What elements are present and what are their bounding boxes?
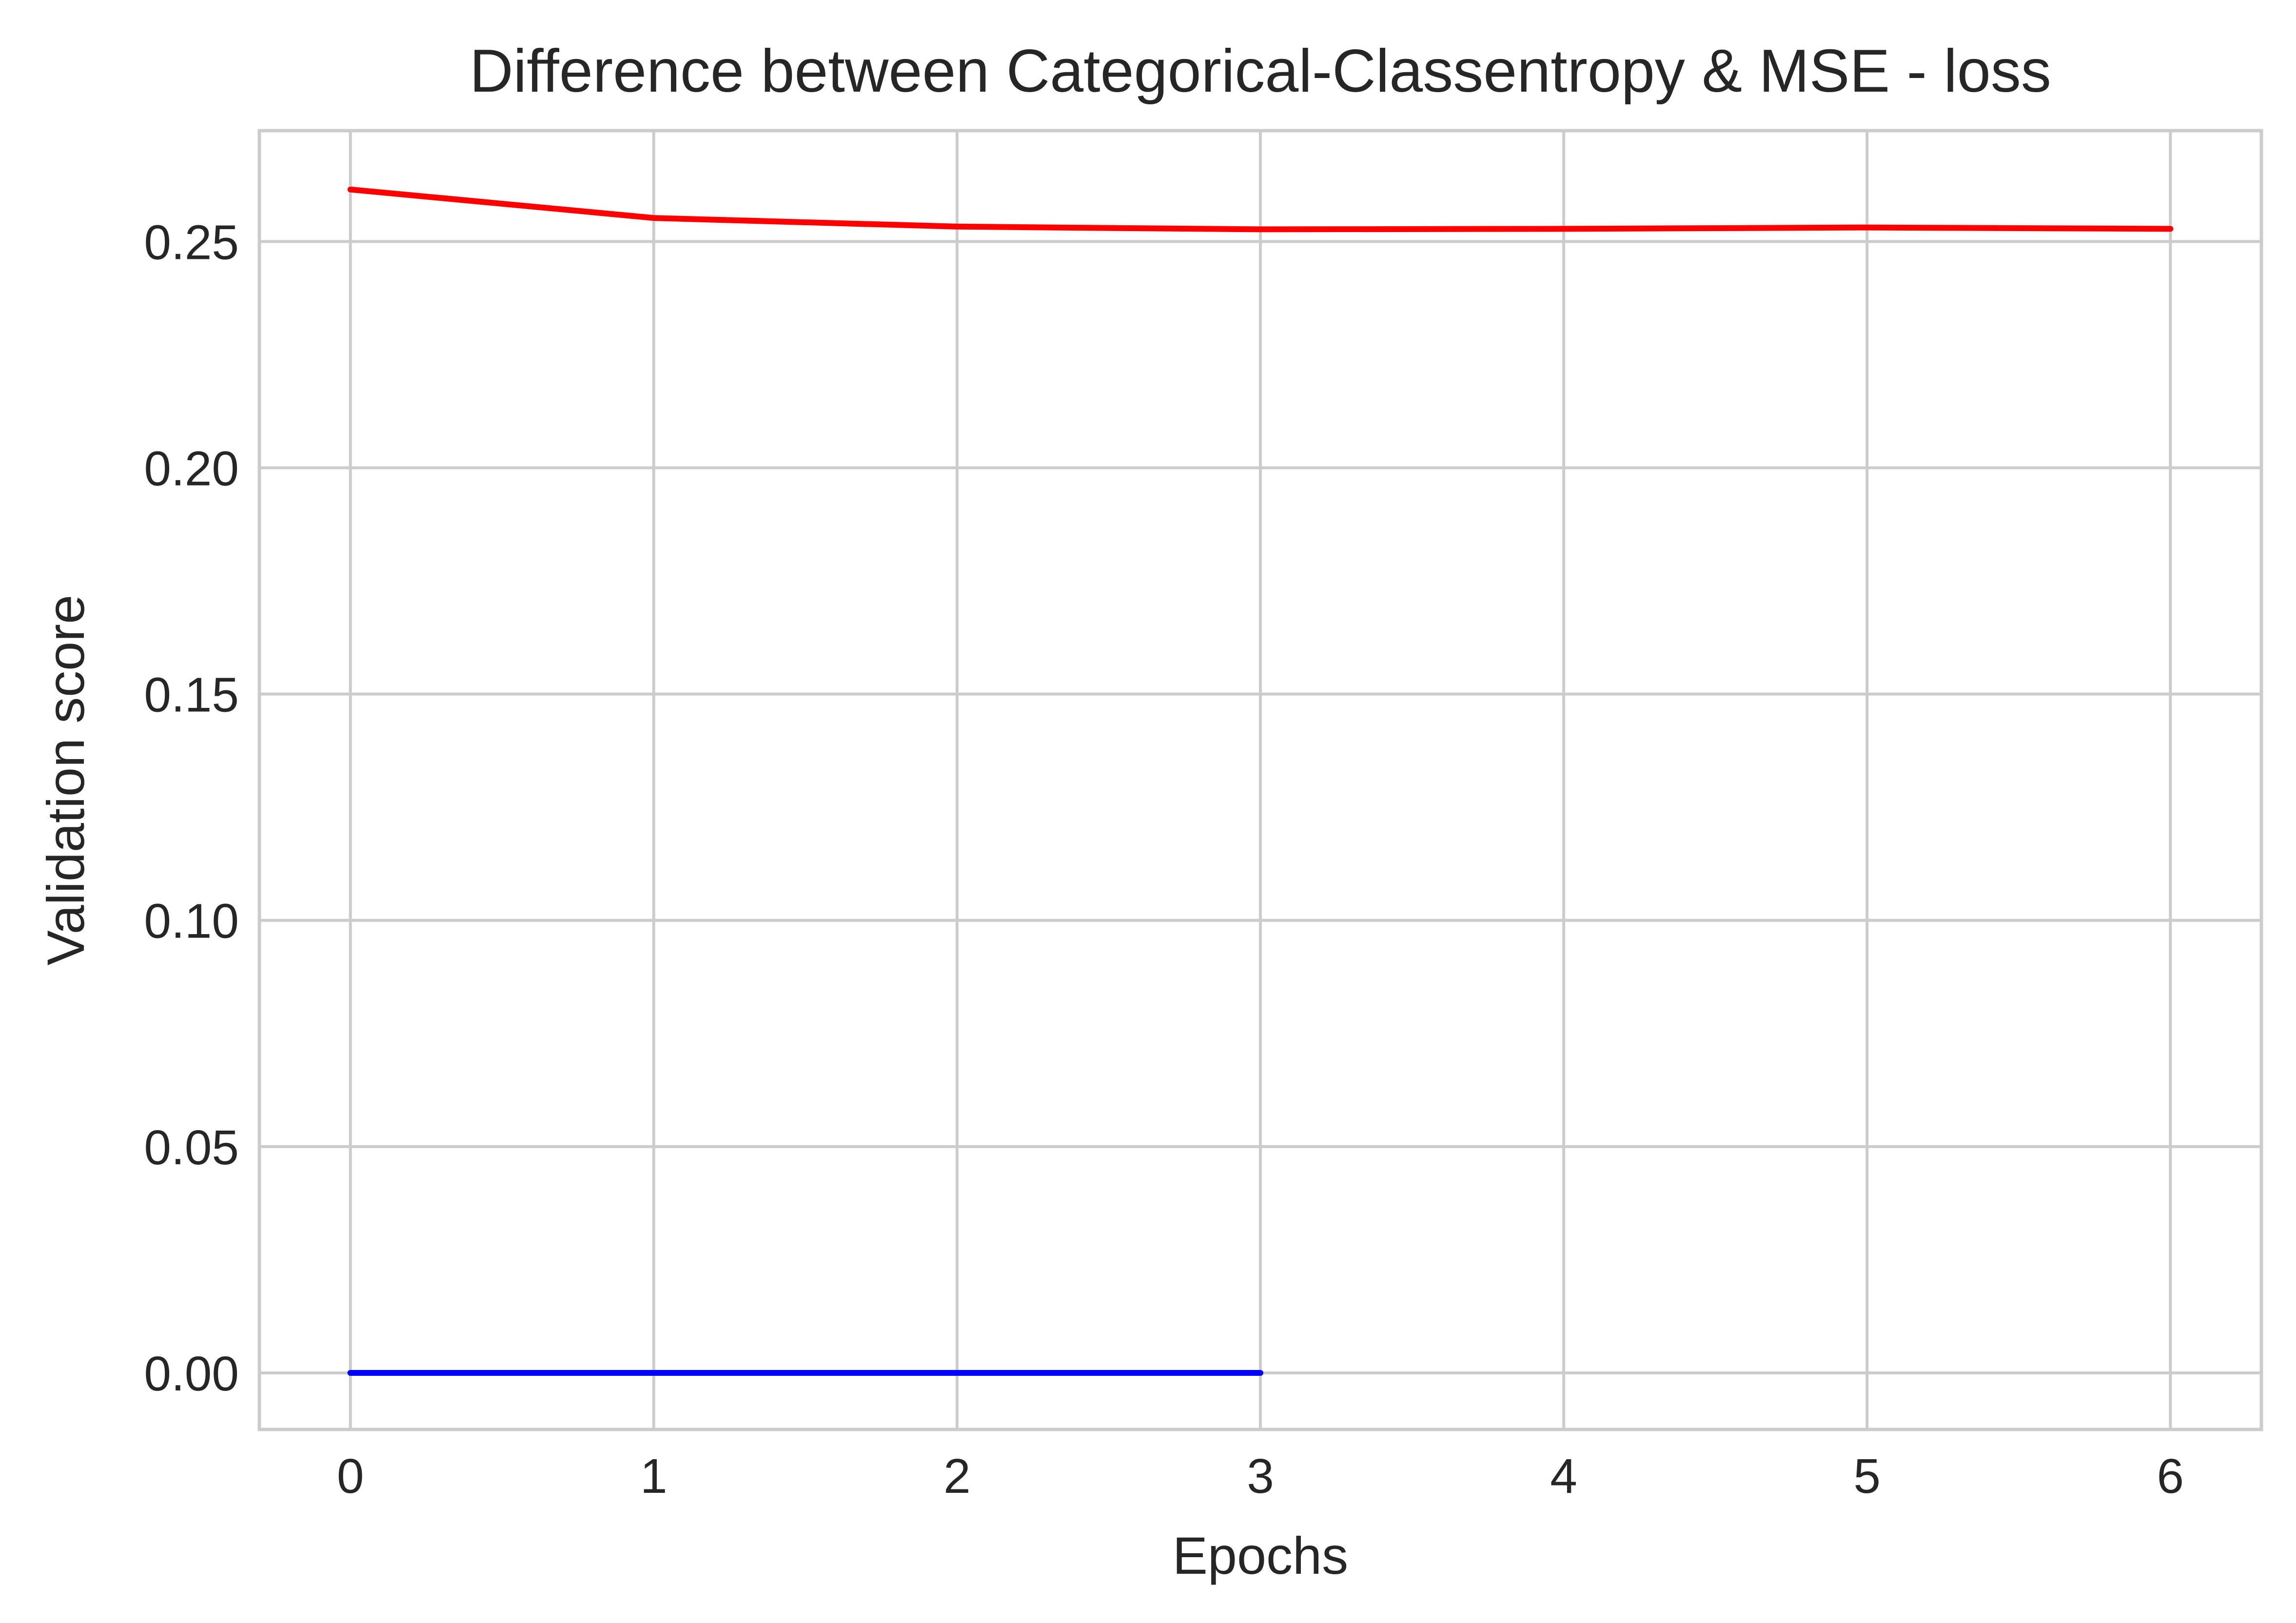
grid-lines <box>259 131 2261 1429</box>
tick-labels: 0 1 2 3 4 5 6 0.00 0.05 0.10 0.15 0.20 0.25 <box>144 215 2184 1504</box>
x-axis-label: Epochs <box>1173 1526 1348 1585</box>
x-tick-label: 0 <box>337 1449 364 1504</box>
plot-area-frame <box>257 129 2263 1431</box>
y-tick-label: 0.00 <box>144 1347 239 1401</box>
x-tick-label: 1 <box>640 1449 667 1504</box>
y-tick-label: 0.20 <box>144 442 239 496</box>
x-tick-label: 3 <box>1247 1449 1274 1504</box>
x-tick-label: 4 <box>1550 1449 1577 1504</box>
x-tick-label: 6 <box>2157 1449 2184 1504</box>
y-tick-label: 0.25 <box>144 215 239 270</box>
chart-title: Difference between Categorical-Classentr… <box>470 38 2051 105</box>
x-tick-label: 2 <box>943 1449 971 1504</box>
series-lines <box>347 186 2174 1376</box>
series-line-1 <box>347 186 2174 233</box>
y-tick-label: 0.15 <box>144 668 239 723</box>
y-axis-label: Validation score <box>36 595 95 965</box>
y-tick-label: 0.05 <box>144 1120 239 1175</box>
x-tick-label: 5 <box>1853 1449 1881 1504</box>
y-tick-label: 0.10 <box>144 894 239 949</box>
